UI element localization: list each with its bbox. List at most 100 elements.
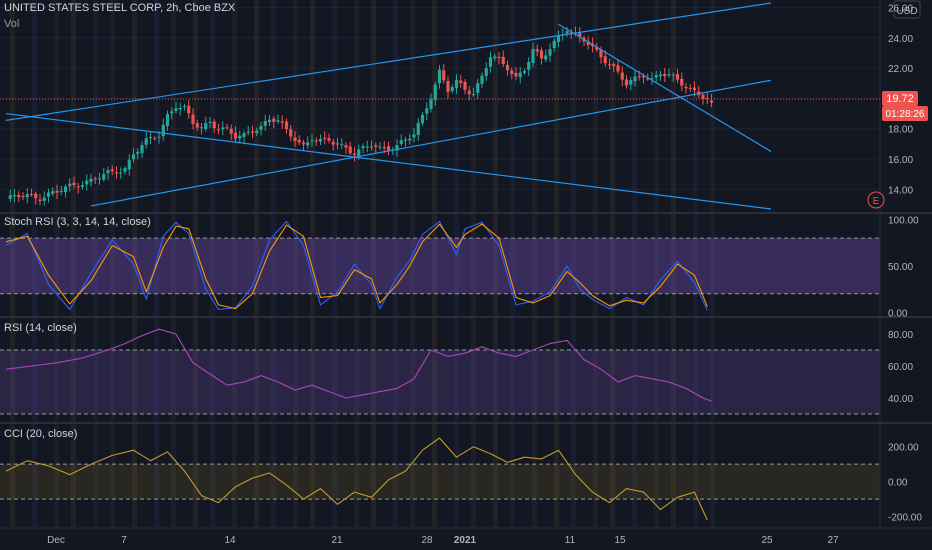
indicator-band-fill: [0, 350, 880, 414]
candle-body: [684, 86, 688, 89]
candle-body: [395, 145, 399, 151]
session-stripe: [310, 0, 315, 527]
candle-body: [161, 124, 165, 137]
trendline[interactable]: [90, 79, 772, 207]
candle-body: [539, 50, 544, 59]
session-stripe: [232, 0, 237, 527]
candle-body: [25, 194, 29, 198]
session-stripe: [710, 0, 715, 527]
candle-body: [586, 41, 590, 45]
candle-body: [616, 65, 620, 72]
candle-body: [476, 83, 480, 93]
candle-body: [671, 74, 675, 76]
session-stripe: [510, 0, 515, 527]
candle-body: [51, 191, 55, 194]
candle-body: [29, 194, 34, 196]
price-tick-label: 14.00: [888, 185, 913, 196]
indicator-band-fill: [0, 238, 880, 294]
candle-body: [382, 147, 386, 149]
candle-body: [144, 138, 148, 145]
time-axis[interactable]: Dec 7 14 21 28 2021 11 15 25 27: [0, 527, 932, 546]
candle-body: [297, 139, 301, 143]
last-price-box: [882, 91, 918, 106]
time-tick-label: 27: [827, 535, 839, 546]
candle-body: [110, 169, 114, 172]
session-stripe: [632, 0, 637, 527]
candle-body: [182, 106, 187, 108]
candle-body: [705, 98, 709, 100]
indicator-series-line: [5, 437, 708, 521]
candle-body: [420, 114, 425, 124]
indicator-series-line: [5, 220, 708, 311]
trendlines[interactable]: [5, 2, 772, 210]
indicator-tick-label: 200.00: [888, 443, 919, 454]
candle-body: [170, 111, 174, 114]
session-stripe: [32, 0, 37, 527]
candle-body: [187, 105, 191, 114]
candle-body: [603, 56, 607, 64]
session-stripe: [193, 0, 198, 527]
candle-body: [318, 138, 323, 142]
candle-body: [531, 48, 535, 63]
indicator-tick-label: 100.00: [888, 216, 919, 227]
candle-body: [34, 193, 38, 199]
candle-body: [191, 114, 195, 124]
time-tick-label: Dec: [47, 535, 65, 546]
last-price-value: 19.72: [886, 93, 914, 105]
time-tick-label: 21: [331, 535, 343, 546]
candle-body: [136, 151, 140, 154]
candle-body: [140, 145, 144, 154]
candle-body: [688, 87, 692, 89]
candle-body: [327, 138, 331, 141]
candle-body: [63, 186, 68, 193]
trendline[interactable]: [5, 112, 772, 210]
candle-body: [650, 78, 654, 80]
trendline[interactable]: [558, 23, 772, 152]
candle-body: [527, 61, 531, 70]
candle-body: [310, 140, 314, 142]
candle-body: [38, 199, 42, 202]
candle-body: [255, 130, 259, 134]
volume-label[interactable]: Vol: [4, 18, 20, 30]
session-stripe: [210, 0, 215, 527]
session-stripe: [110, 0, 115, 527]
candle-body: [352, 153, 357, 156]
candle-body: [178, 107, 182, 110]
rsi-title[interactable]: RSI (14, close): [4, 322, 77, 334]
candle-body: [497, 56, 501, 59]
time-tick-label: 25: [761, 535, 773, 546]
stoch-rsi-title[interactable]: Stoch RSI (3, 3, 14, 14, close): [4, 216, 151, 228]
candle-body: [102, 173, 106, 180]
time-tick-label: 7: [121, 535, 127, 546]
candle-body: [174, 108, 178, 111]
currency-box[interactable]: [893, 0, 921, 19]
indicator-tick-label: 50.00: [888, 262, 913, 273]
candle-body: [701, 94, 705, 99]
candle-body: [437, 69, 442, 84]
candle-body: [195, 123, 199, 128]
candle-body: [450, 87, 454, 91]
session-stripe: [271, 0, 276, 527]
symbol-title[interactable]: UNITED STATES STEEL CORP, 2h, Cboe BZX: [4, 2, 236, 14]
candle-body: [8, 195, 12, 199]
candle-body: [548, 49, 552, 56]
time-tick-label: 14: [224, 535, 236, 546]
cci-title[interactable]: CCI (20, close): [4, 428, 78, 440]
candle-body: [301, 142, 306, 145]
candle-body: [510, 70, 514, 75]
candle-body: [556, 35, 561, 42]
earnings-event-marker[interactable]: E: [867, 191, 885, 209]
trendline[interactable]: [5, 2, 772, 121]
candle-body: [565, 31, 569, 34]
candle-body: [238, 135, 242, 139]
candle-body: [663, 73, 667, 77]
candle-body: [331, 141, 335, 145]
candle-body: [340, 144, 344, 146]
candle-body: [633, 76, 637, 82]
candle-body: [484, 68, 488, 77]
candle-body: [233, 132, 238, 139]
session-stripe: [471, 0, 476, 527]
session-stripe: [93, 0, 98, 527]
candle-body: [578, 32, 582, 37]
